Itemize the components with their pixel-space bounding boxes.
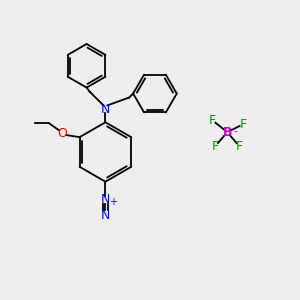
Text: O: O <box>57 127 67 140</box>
Text: F: F <box>209 114 216 127</box>
Text: N: N <box>101 103 110 116</box>
Text: -: - <box>233 126 237 136</box>
Text: N: N <box>101 209 110 222</box>
Text: N: N <box>101 193 110 206</box>
Text: B: B <box>223 126 232 139</box>
Text: +: + <box>110 196 117 207</box>
Text: F: F <box>212 140 219 152</box>
Text: F: F <box>236 140 243 152</box>
Text: F: F <box>240 118 247 131</box>
